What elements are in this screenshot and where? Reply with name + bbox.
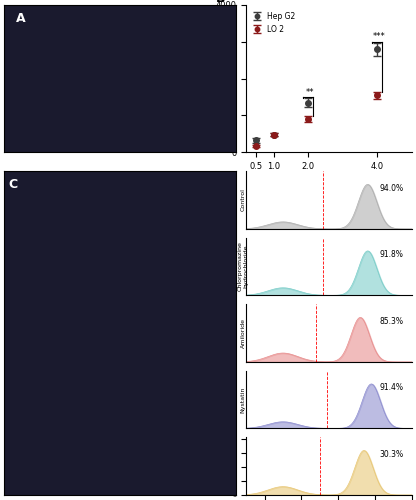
Y-axis label: Chlorpromazine
hydrochloride: Chlorpromazine hydrochloride [238,242,249,292]
Text: 91.8%: 91.8% [380,250,404,260]
Y-axis label: Amiloride: Amiloride [241,318,246,348]
Y-axis label: Count: Count [219,456,225,476]
Y-axis label: Relative fluorescence
intensity of PKH26: Relative fluorescence intensity of PKH26 [195,33,214,124]
Text: A: A [16,12,25,26]
Text: ***: *** [373,32,385,42]
Text: 85.3%: 85.3% [379,317,404,326]
Text: B: B [216,0,226,5]
Text: D: D [216,154,227,168]
X-axis label: Time (h): Time (h) [309,176,349,186]
Y-axis label: Control: Control [241,188,246,212]
Text: 30.3%: 30.3% [379,450,404,459]
Y-axis label: Nystatin: Nystatin [241,386,246,412]
Text: C: C [9,178,18,190]
Legend: Hep G2, LO 2: Hep G2, LO 2 [250,9,298,37]
Text: **: ** [306,88,314,96]
Text: 91.4%: 91.4% [379,384,404,392]
Text: 94.0%: 94.0% [379,184,404,193]
